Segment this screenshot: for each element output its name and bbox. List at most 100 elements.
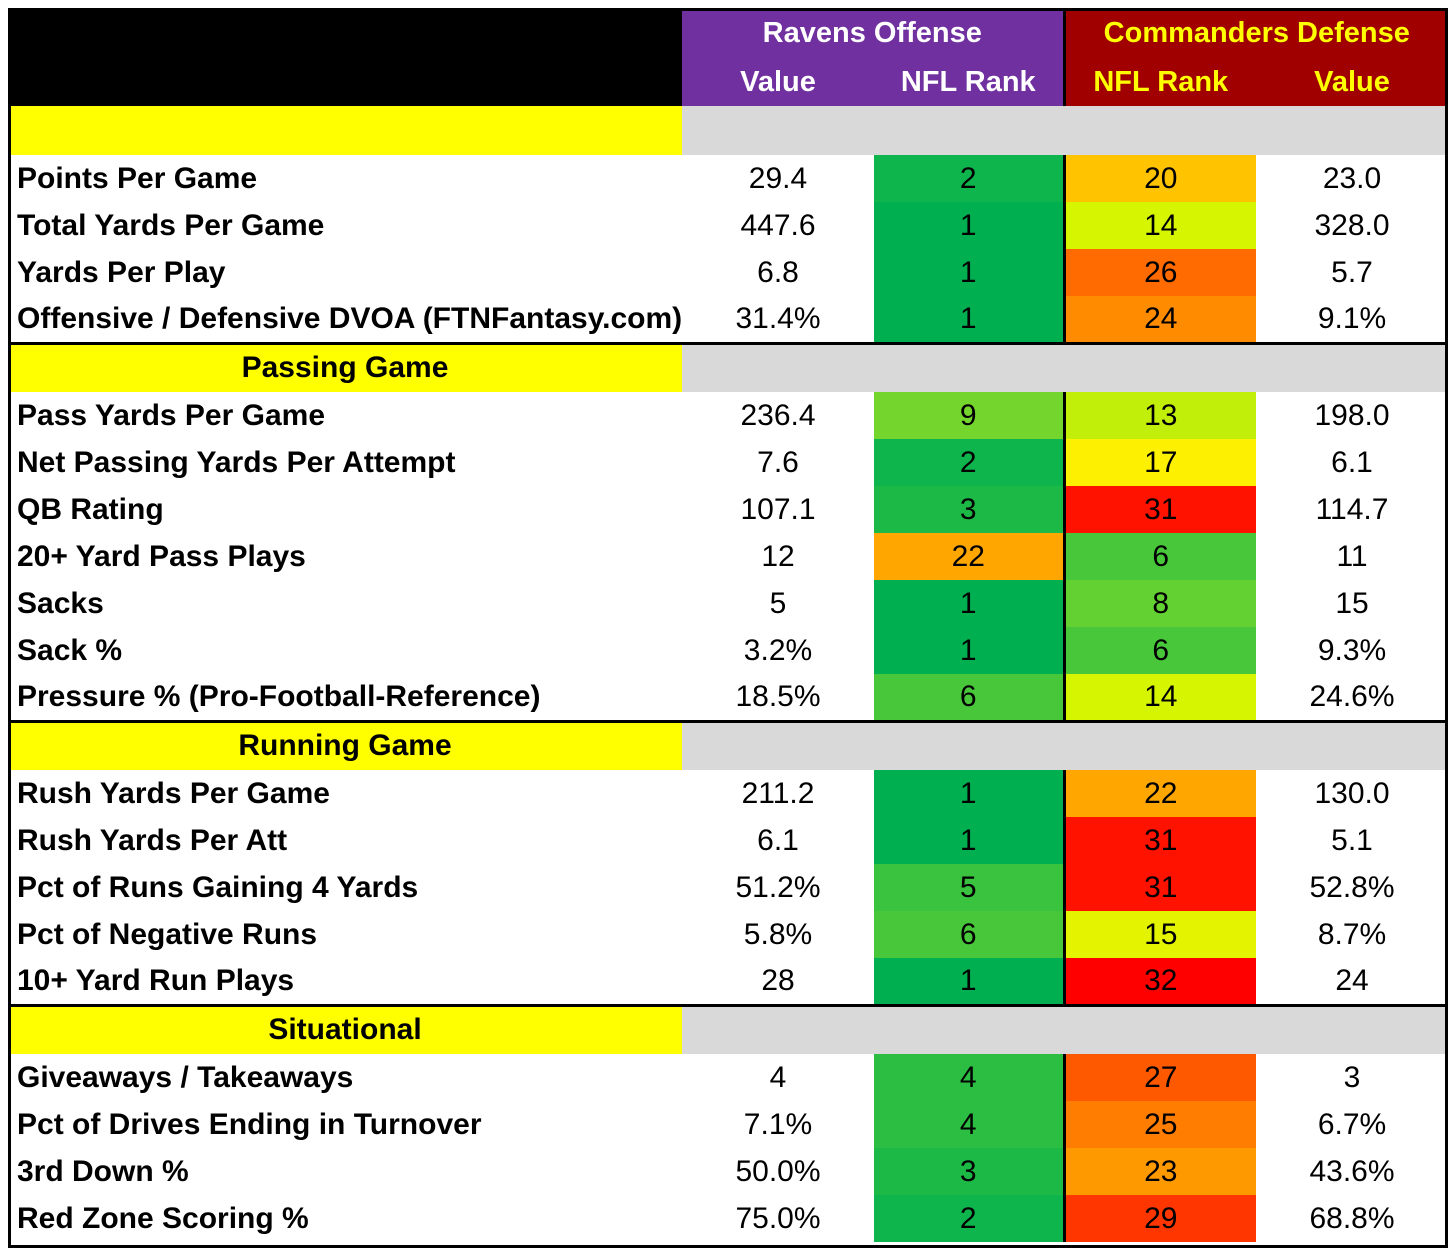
commanders-value: 5.7	[1331, 255, 1373, 289]
commanders-value-header: Value	[1256, 59, 1449, 106]
commanders-value: 68.8%	[1309, 1201, 1395, 1235]
section-header-row: Situational	[8, 1003, 1449, 1054]
header-row-columns: Value NFL Rank NFL Rank Value	[8, 59, 1449, 106]
stat-label: Pct of Drives Ending in Turnover	[17, 1107, 482, 1141]
table-row: Pct of Runs Gaining 4 Yards 51.2% 5 31 52.8%	[8, 864, 1448, 911]
ravens-rank: 2	[874, 1195, 1066, 1242]
ravens-rank: 1	[874, 202, 1066, 249]
table-row: Points Per Game 29.4 2 20 23.0	[8, 155, 1448, 202]
commanders-rank: 6	[1064, 627, 1257, 674]
table-row: 10+ Yard Run Plays 28 1 32 24	[8, 958, 1448, 1005]
commanders-rank: 6	[1064, 533, 1257, 580]
commanders-rank: 27	[1064, 1054, 1257, 1101]
table-row: Offensive / Defensive DVOA (FTNFantasy.c…	[8, 296, 1448, 343]
stats-table-body: Ravens Offense Commanders Defense Value …	[8, 8, 1449, 1242]
ravens-rank: 1	[874, 627, 1066, 674]
table-row: Red Zone Scoring % 75.0% 2 29 68.8%	[8, 1195, 1448, 1242]
stat-label: QB Rating	[17, 492, 164, 526]
commanders-value: 11	[1336, 539, 1368, 573]
commanders-value: 6.1	[1331, 445, 1373, 479]
stat-label: Pct of Runs Gaining 4 Yards	[17, 870, 419, 904]
commanders-value: 9.3%	[1317, 633, 1387, 667]
table-row: Rush Yards Per Att 6.1 1 31 5.1	[8, 817, 1448, 864]
commanders-value: 24.6%	[1309, 679, 1395, 713]
commanders-rank: 29	[1064, 1195, 1257, 1242]
stat-label: Pressure % (Pro-Football-Reference)	[17, 679, 541, 713]
ravens-value: 5.8%	[743, 917, 813, 951]
table-row: Rush Yards Per Game 211.2 1 22 130.0	[8, 770, 1448, 817]
ravens-value: 18.5%	[735, 679, 821, 713]
ravens-value: 5	[769, 586, 787, 620]
commanders-value: 114.7	[1315, 492, 1389, 526]
table-row: Pass Yards Per Game 236.4 9 13 198.0	[8, 392, 1448, 439]
commanders-rank: 20	[1064, 155, 1257, 202]
commanders-rank: 15	[1064, 911, 1257, 958]
commanders-value: 6.7%	[1317, 1107, 1387, 1141]
ravens-rank: 1	[874, 249, 1066, 296]
commanders-rank: 14	[1064, 202, 1257, 249]
stat-label: Sacks	[17, 586, 104, 620]
commanders-rank: 24	[1064, 296, 1257, 343]
stat-label: Giveaways / Takeaways	[17, 1060, 354, 1094]
table-row: Yards Per Play 6.8 1 26 5.7	[8, 249, 1448, 296]
commanders-value: 3	[1343, 1060, 1361, 1094]
header-row-team: Ravens Offense Commanders Defense	[8, 8, 1449, 106]
ravens-value: 236.4	[740, 398, 816, 432]
section-header-row: Passing Game	[8, 341, 1449, 392]
stat-label: 3rd Down %	[17, 1154, 189, 1188]
ravens-rank: 2	[874, 439, 1066, 486]
commanders-value: 23.0	[1322, 161, 1382, 195]
section-header-row: Running Game	[8, 719, 1449, 770]
ravens-value: 211.2	[741, 776, 815, 810]
commanders-rank: 31	[1064, 486, 1257, 533]
commanders-value: 5.1	[1331, 823, 1373, 857]
ravens-value: 3.2%	[743, 633, 813, 667]
stat-label: 20+ Yard Pass Plays	[17, 539, 306, 573]
ravens-value: 447.6	[740, 208, 816, 242]
table-row: Sacks 5 1 8 15	[8, 580, 1448, 627]
ravens-value: 31.4%	[735, 301, 821, 335]
table-row: Pct of Drives Ending in Turnover 7.1% 4 25 6…	[8, 1101, 1448, 1148]
commanders-rank: 32	[1064, 958, 1257, 1005]
commanders-rank: 8	[1064, 580, 1257, 627]
stat-label: Total Yards Per Game	[17, 208, 325, 242]
ravens-rank: 3	[874, 486, 1066, 533]
ravens-value: 75.0%	[735, 1201, 821, 1235]
section-header-row	[8, 106, 1449, 155]
stat-label: Pass Yards Per Game	[17, 398, 325, 432]
table-row: Sack % 3.2% 1 6 9.3%	[8, 627, 1448, 674]
ravens-rank: 1	[874, 817, 1066, 864]
stat-label: Rush Yards Per Game	[17, 776, 330, 810]
commanders-value: 9.1%	[1317, 301, 1387, 335]
commanders-rank: 25	[1064, 1101, 1257, 1148]
section-title	[8, 106, 682, 155]
stat-label: 10+ Yard Run Plays	[17, 963, 295, 997]
section-spacer	[682, 1003, 1449, 1054]
ravens-rank: 1	[874, 958, 1066, 1005]
table-row: 20+ Yard Pass Plays 12 22 6 11	[8, 533, 1448, 580]
stat-label: Points Per Game	[17, 161, 258, 195]
section-title: Situational	[8, 1003, 682, 1054]
ravens-rank: 4	[874, 1054, 1066, 1101]
section-spacer	[682, 106, 1449, 155]
header-blank-cell	[8, 8, 682, 106]
commanders-rank: 31	[1064, 864, 1257, 911]
ravens-rank: 6	[874, 911, 1066, 958]
commanders-rank: 17	[1064, 439, 1257, 486]
ravens-value: 50.0%	[735, 1154, 821, 1188]
stat-label: Rush Yards Per Att	[17, 823, 288, 857]
stat-label: Yards Per Play	[17, 255, 226, 289]
table-row: Giveaways / Takeaways 4 4 27 3	[8, 1054, 1448, 1101]
ravens-rank-header: NFL Rank	[874, 59, 1066, 106]
section-title: Running Game	[8, 719, 682, 770]
table-row: Net Passing Yards Per Attempt 7.6 2 17 6.1	[8, 439, 1448, 486]
ravens-value: 6.8	[757, 255, 799, 289]
table-row: Total Yards Per Game 447.6 1 14 328.0	[8, 202, 1448, 249]
commanders-value: 198.0	[1314, 398, 1390, 432]
ravens-value: 28	[761, 963, 795, 997]
commanders-value: 24	[1335, 963, 1369, 997]
ravens-value: 12	[761, 539, 795, 573]
ravens-rank: 4	[874, 1101, 1066, 1148]
ravens-value: 7.6	[757, 445, 799, 479]
ravens-rank: 5	[874, 864, 1066, 911]
